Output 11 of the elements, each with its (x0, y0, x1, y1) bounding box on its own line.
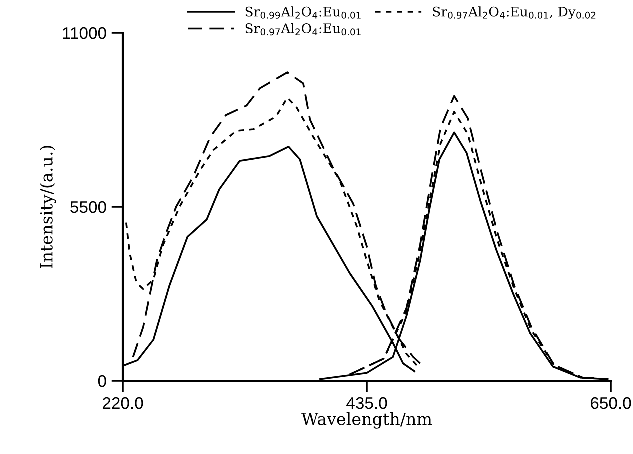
x-tick-label: 220.0 (102, 397, 144, 410)
y-tick-label: 5500 (70, 201, 106, 214)
y-tick-label: 11000 (63, 27, 106, 40)
x-tick-label: 435.0 (346, 397, 388, 410)
x-axis-title: Wavelength/nm (302, 412, 432, 429)
legend-label: Sr$_{0.97}$Al$_{2}$O$_{4}$:Eu$_{0.01}$ (246, 23, 361, 36)
y-tick-label: 0 (98, 375, 106, 388)
x-tick-label: 650.0 (590, 397, 632, 410)
text: Sr$_{0.97}$Al$_{2}$O$_{4}$:Eu$_{0.01}$, Dy$_{0.02}$ (433, 6, 596, 20)
y-axis-title: Intensity/(a.u.) (40, 146, 56, 268)
legend-label: Sr$_{0.99}$Al$_{2}$O$_{4}$:Eu$_{0.01}$ (246, 6, 361, 19)
